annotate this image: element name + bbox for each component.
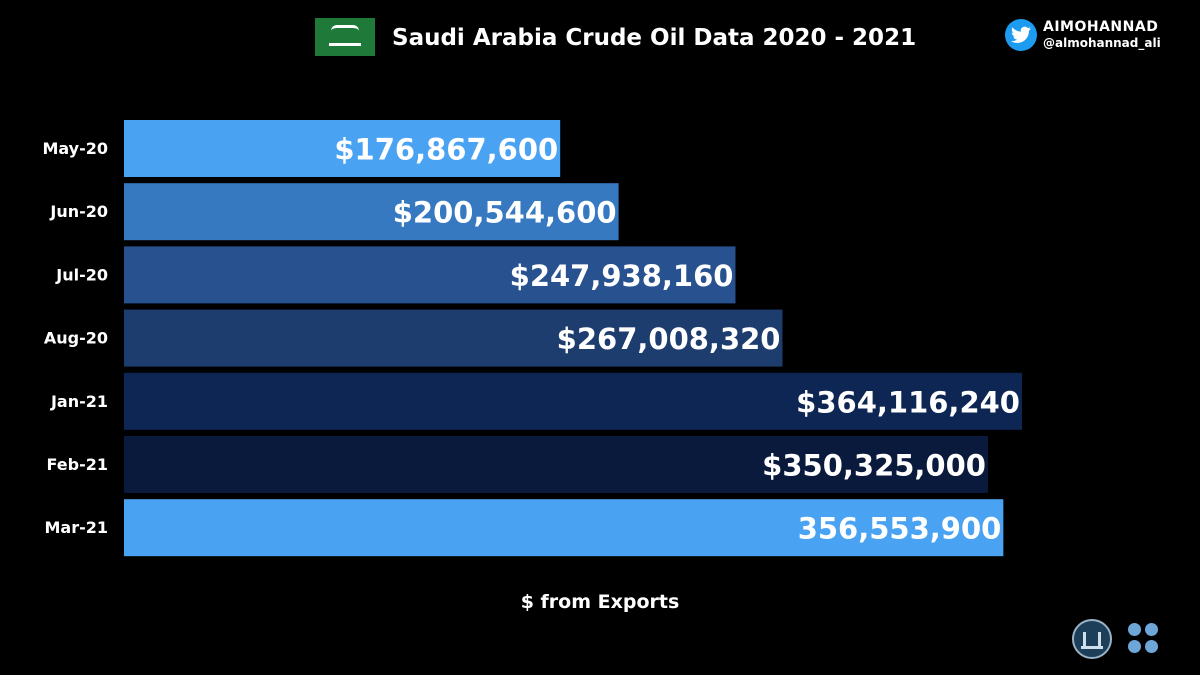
seal-logo-icon	[1072, 619, 1112, 659]
value-label: $176,867,600	[334, 133, 558, 167]
bar-mar-21	[124, 499, 1004, 557]
bar-jan-21	[124, 372, 1022, 430]
twitter-bird-icon	[1005, 19, 1037, 51]
category-label: May-20	[42, 139, 108, 158]
value-label: $247,938,160	[510, 259, 734, 293]
category-label: Mar-21	[44, 518, 108, 537]
category-label: Jun-20	[49, 202, 108, 221]
category-label: Feb-21	[47, 455, 109, 474]
value-label: 356,553,900	[798, 512, 1002, 546]
value-label: $350,325,000	[762, 449, 986, 483]
handle-name: AIMOHANNAD	[1043, 19, 1159, 35]
value-label: $364,116,240	[796, 385, 1020, 419]
header: Saudi Arabia Crude Oil Data 2020 - 2021 …	[0, 0, 1200, 80]
bar-feb-21	[124, 436, 988, 493]
chart-title: Saudi Arabia Crude Oil Data 2020 - 2021	[392, 25, 917, 51]
value-label: $267,008,320	[557, 322, 781, 356]
bar-may-20	[124, 120, 561, 177]
category-label: Jul-20	[55, 265, 108, 284]
saudi-flag-icon	[315, 18, 375, 56]
x-axis-label: $ from Exports	[520, 591, 680, 613]
bar-jul-20	[124, 246, 736, 304]
opec-logo-icon	[1126, 621, 1162, 657]
value-label: $200,544,600	[393, 196, 617, 230]
category-label: Jan-21	[50, 392, 108, 411]
handle-id: @almohannad_ali	[1043, 36, 1161, 50]
bar-aug-20	[124, 309, 783, 367]
category-label: Aug-20	[44, 329, 108, 348]
bar-jun-20	[124, 183, 619, 241]
